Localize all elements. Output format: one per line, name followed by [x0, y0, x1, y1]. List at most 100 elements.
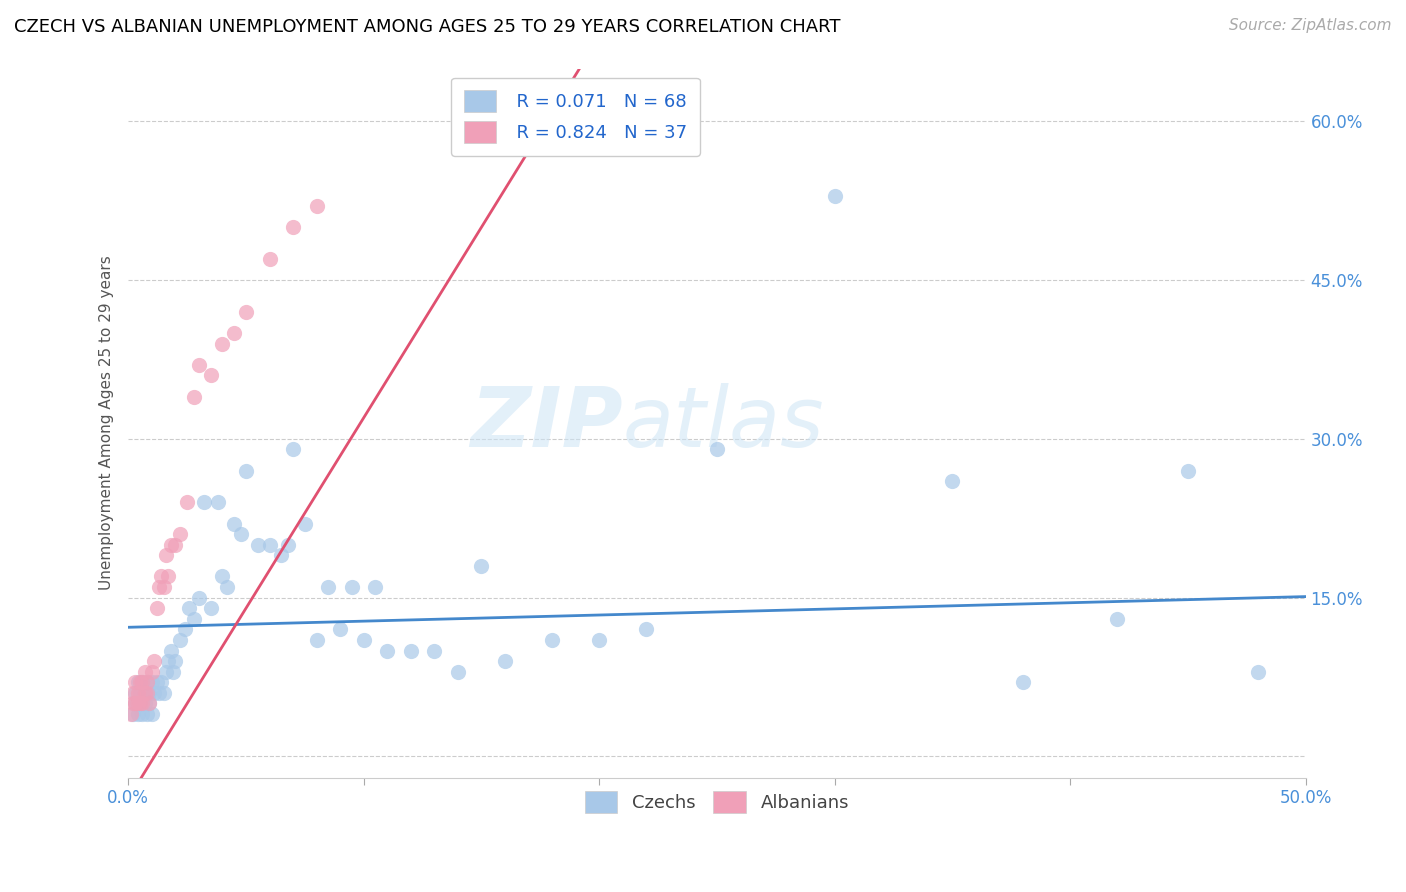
Point	[183, 612, 205, 626]
Point	[131, 697, 153, 711]
Point	[157, 569, 180, 583]
Point	[941, 475, 963, 489]
Text: atlas: atlas	[623, 383, 824, 464]
Point	[200, 368, 222, 383]
Point	[235, 464, 257, 478]
Point	[141, 665, 163, 679]
Point	[1247, 665, 1270, 679]
Point	[270, 549, 292, 563]
Point	[148, 580, 170, 594]
Point	[157, 654, 180, 668]
Point	[136, 707, 159, 722]
Point	[136, 675, 159, 690]
Point	[1012, 675, 1035, 690]
Point	[122, 686, 145, 700]
Point	[375, 643, 398, 657]
Point	[134, 686, 156, 700]
Point	[176, 495, 198, 509]
Point	[129, 697, 152, 711]
Point	[294, 516, 316, 531]
Point	[122, 697, 145, 711]
Point	[145, 675, 167, 690]
Point	[141, 707, 163, 722]
Point	[150, 675, 173, 690]
Point	[152, 580, 174, 594]
Point	[134, 665, 156, 679]
Point	[259, 252, 281, 266]
Point	[155, 665, 177, 679]
Point	[127, 707, 149, 722]
Point	[169, 632, 191, 647]
Text: ZIP: ZIP	[470, 383, 623, 464]
Point	[131, 675, 153, 690]
Point	[235, 305, 257, 319]
Point	[165, 654, 187, 668]
Point	[124, 697, 146, 711]
Point	[447, 665, 470, 679]
Point	[134, 686, 156, 700]
Point	[187, 591, 209, 605]
Point	[159, 643, 181, 657]
Point	[353, 632, 375, 647]
Point	[494, 654, 516, 668]
Point	[134, 697, 156, 711]
Point	[706, 442, 728, 457]
Point	[165, 538, 187, 552]
Point	[340, 580, 363, 594]
Point	[143, 654, 166, 668]
Point	[141, 675, 163, 690]
Point	[173, 623, 195, 637]
Point	[143, 686, 166, 700]
Point	[129, 686, 152, 700]
Y-axis label: Unemployment Among Ages 25 to 29 years: Unemployment Among Ages 25 to 29 years	[100, 256, 114, 591]
Point	[138, 697, 160, 711]
Point	[259, 538, 281, 552]
Point	[179, 601, 201, 615]
Point	[824, 188, 846, 202]
Point	[423, 643, 446, 657]
Legend: Czechs, Albanians: Czechs, Albanians	[572, 778, 862, 825]
Point	[224, 326, 246, 340]
Point	[169, 527, 191, 541]
Point	[159, 538, 181, 552]
Point	[541, 632, 564, 647]
Point	[148, 686, 170, 700]
Text: CZECH VS ALBANIAN UNEMPLOYMENT AMONG AGES 25 TO 29 YEARS CORRELATION CHART: CZECH VS ALBANIAN UNEMPLOYMENT AMONG AGE…	[14, 18, 841, 36]
Point	[183, 390, 205, 404]
Point	[129, 697, 152, 711]
Point	[120, 707, 142, 722]
Point	[217, 580, 239, 594]
Point	[1107, 612, 1129, 626]
Point	[211, 336, 233, 351]
Point	[150, 569, 173, 583]
Point	[281, 220, 304, 235]
Point	[1177, 464, 1199, 478]
Point	[277, 538, 299, 552]
Point	[124, 686, 146, 700]
Point	[124, 675, 146, 690]
Point	[211, 569, 233, 583]
Point	[127, 675, 149, 690]
Point	[145, 601, 167, 615]
Point	[152, 686, 174, 700]
Point	[187, 358, 209, 372]
Point	[129, 675, 152, 690]
Point	[155, 549, 177, 563]
Point	[207, 495, 229, 509]
Point	[636, 623, 658, 637]
Point	[470, 558, 492, 573]
Point	[124, 697, 146, 711]
Point	[364, 580, 387, 594]
Point	[127, 697, 149, 711]
Point	[200, 601, 222, 615]
Point	[193, 495, 215, 509]
Point	[224, 516, 246, 531]
Point	[231, 527, 253, 541]
Point	[127, 686, 149, 700]
Point	[122, 707, 145, 722]
Text: Source: ZipAtlas.com: Source: ZipAtlas.com	[1229, 18, 1392, 33]
Point	[329, 623, 352, 637]
Point	[305, 632, 328, 647]
Point	[131, 707, 153, 722]
Point	[588, 632, 610, 647]
